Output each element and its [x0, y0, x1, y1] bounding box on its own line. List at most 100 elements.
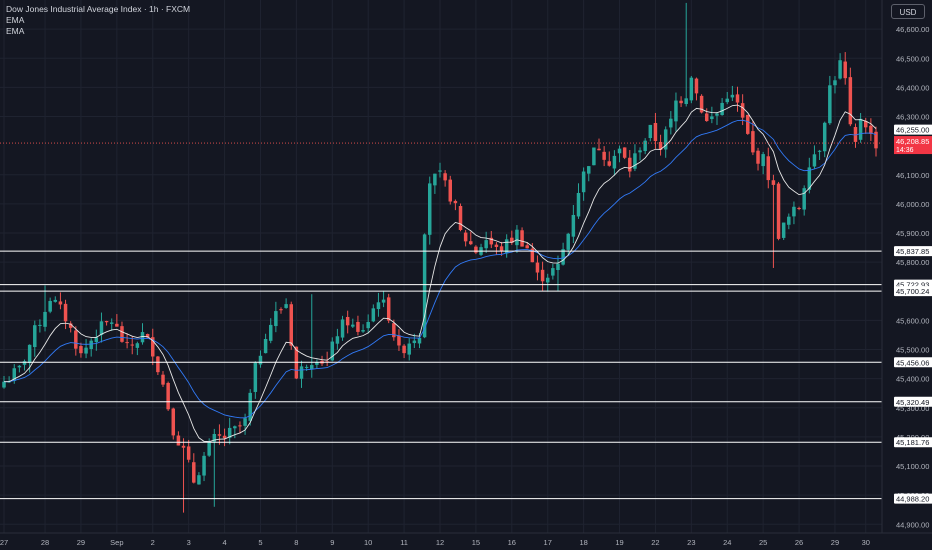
candle-body	[361, 330, 365, 332]
candle-body	[756, 150, 760, 164]
price-tick-label: 45,500.00	[896, 346, 929, 355]
candle-body	[156, 356, 160, 373]
candle-body	[751, 131, 755, 153]
candle-body	[427, 183, 432, 235]
candle-body	[402, 345, 406, 354]
candle-body	[787, 216, 791, 225]
candle-body	[474, 246, 478, 253]
candle-body	[345, 316, 350, 326]
candle-body	[166, 382, 170, 410]
level-price-label-bg	[894, 286, 932, 297]
candle-body	[607, 161, 612, 166]
time-tick-label: 27	[0, 538, 8, 547]
candle-body	[746, 114, 750, 134]
candle-body	[222, 435, 227, 439]
currency-button[interactable]: USD	[891, 4, 925, 19]
candle-body	[268, 324, 273, 341]
candle-body	[638, 150, 642, 153]
price-tick-label: 45,600.00	[896, 316, 929, 325]
candle-body	[520, 230, 524, 247]
candle-body	[679, 100, 683, 104]
candle-body	[822, 122, 827, 152]
time-tick-label: 30	[862, 538, 870, 547]
time-tick-label: 4	[222, 538, 226, 547]
time-tick-label: 2	[151, 538, 155, 547]
candle-body	[284, 304, 288, 308]
candle-body	[104, 321, 109, 323]
candle-body	[504, 239, 509, 254]
price-tick-label: 45,900.00	[896, 229, 929, 238]
candle-body	[197, 475, 201, 485]
candle-body	[412, 340, 417, 344]
candle-body	[68, 323, 73, 328]
candle-body	[407, 343, 411, 355]
candle-body	[540, 269, 545, 282]
candle-body	[202, 455, 206, 476]
candle-body	[130, 344, 134, 346]
candle-body	[689, 77, 694, 101]
candle-body	[576, 192, 581, 217]
candle-body	[838, 60, 842, 79]
candle-body	[587, 166, 591, 174]
time-tick-label: 29	[831, 538, 839, 547]
candle-body	[525, 245, 529, 249]
candle-body	[422, 234, 427, 338]
price-countdown: 14:36	[896, 147, 914, 154]
candle-body	[704, 113, 709, 122]
candle-body	[274, 311, 278, 327]
price-tick-label: 45,100.00	[896, 462, 929, 471]
candle-body	[648, 124, 653, 139]
time-tick-label: 25	[759, 538, 767, 547]
candle-body	[551, 268, 555, 276]
price-tick-label: 46,300.00	[896, 113, 929, 122]
candle-body	[392, 323, 396, 338]
candle-body	[115, 323, 119, 327]
candle-body	[617, 148, 622, 154]
candle-body	[510, 237, 514, 243]
level-price-label: 44,988.20	[896, 495, 929, 504]
candle-body	[740, 103, 745, 118]
candle-body	[330, 341, 335, 361]
candle-body	[53, 299, 58, 302]
candle-body	[161, 374, 165, 385]
chart-legend: Dow Jones Industrial Average Index · 1h …	[6, 4, 190, 37]
candle-body	[381, 299, 386, 303]
level-price-label: 45,722.93	[896, 281, 929, 290]
price-tick-label: 45,300.00	[896, 404, 929, 413]
candle-body	[622, 147, 627, 158]
candle-body	[812, 154, 817, 167]
candle-body	[658, 141, 663, 150]
candle-body	[151, 337, 155, 357]
candle-body	[217, 434, 222, 436]
time-tick-label: 26	[795, 538, 803, 547]
ema-slow-line	[3, 119, 877, 419]
marked-price-label-bg	[894, 124, 932, 135]
candle-body	[238, 425, 242, 427]
candle-body	[720, 102, 724, 116]
candle-body	[735, 94, 740, 103]
price-tick-label: 45,400.00	[896, 375, 929, 384]
candle-body	[63, 303, 68, 322]
candle-body	[279, 309, 283, 311]
candle-body	[17, 365, 22, 368]
candle-body	[581, 171, 586, 193]
candle-body	[843, 61, 847, 79]
ema-legend-2: EMA	[6, 26, 25, 36]
time-tick-label: 11	[400, 538, 408, 547]
candle-body	[99, 321, 104, 335]
time-tick-label: 29	[77, 538, 85, 547]
candle-body	[545, 277, 550, 283]
candle-body	[212, 433, 217, 442]
candle-body	[807, 167, 812, 190]
candle-body	[248, 392, 252, 421]
candle-body	[715, 113, 719, 116]
candle-body	[263, 338, 268, 354]
level-price-label-bg	[894, 396, 932, 407]
level-price-label: 45,320.49	[896, 398, 929, 407]
candle-body	[310, 365, 314, 370]
candle-body	[448, 179, 453, 202]
time-tick-label: 12	[436, 538, 444, 547]
candle-body	[433, 173, 437, 186]
